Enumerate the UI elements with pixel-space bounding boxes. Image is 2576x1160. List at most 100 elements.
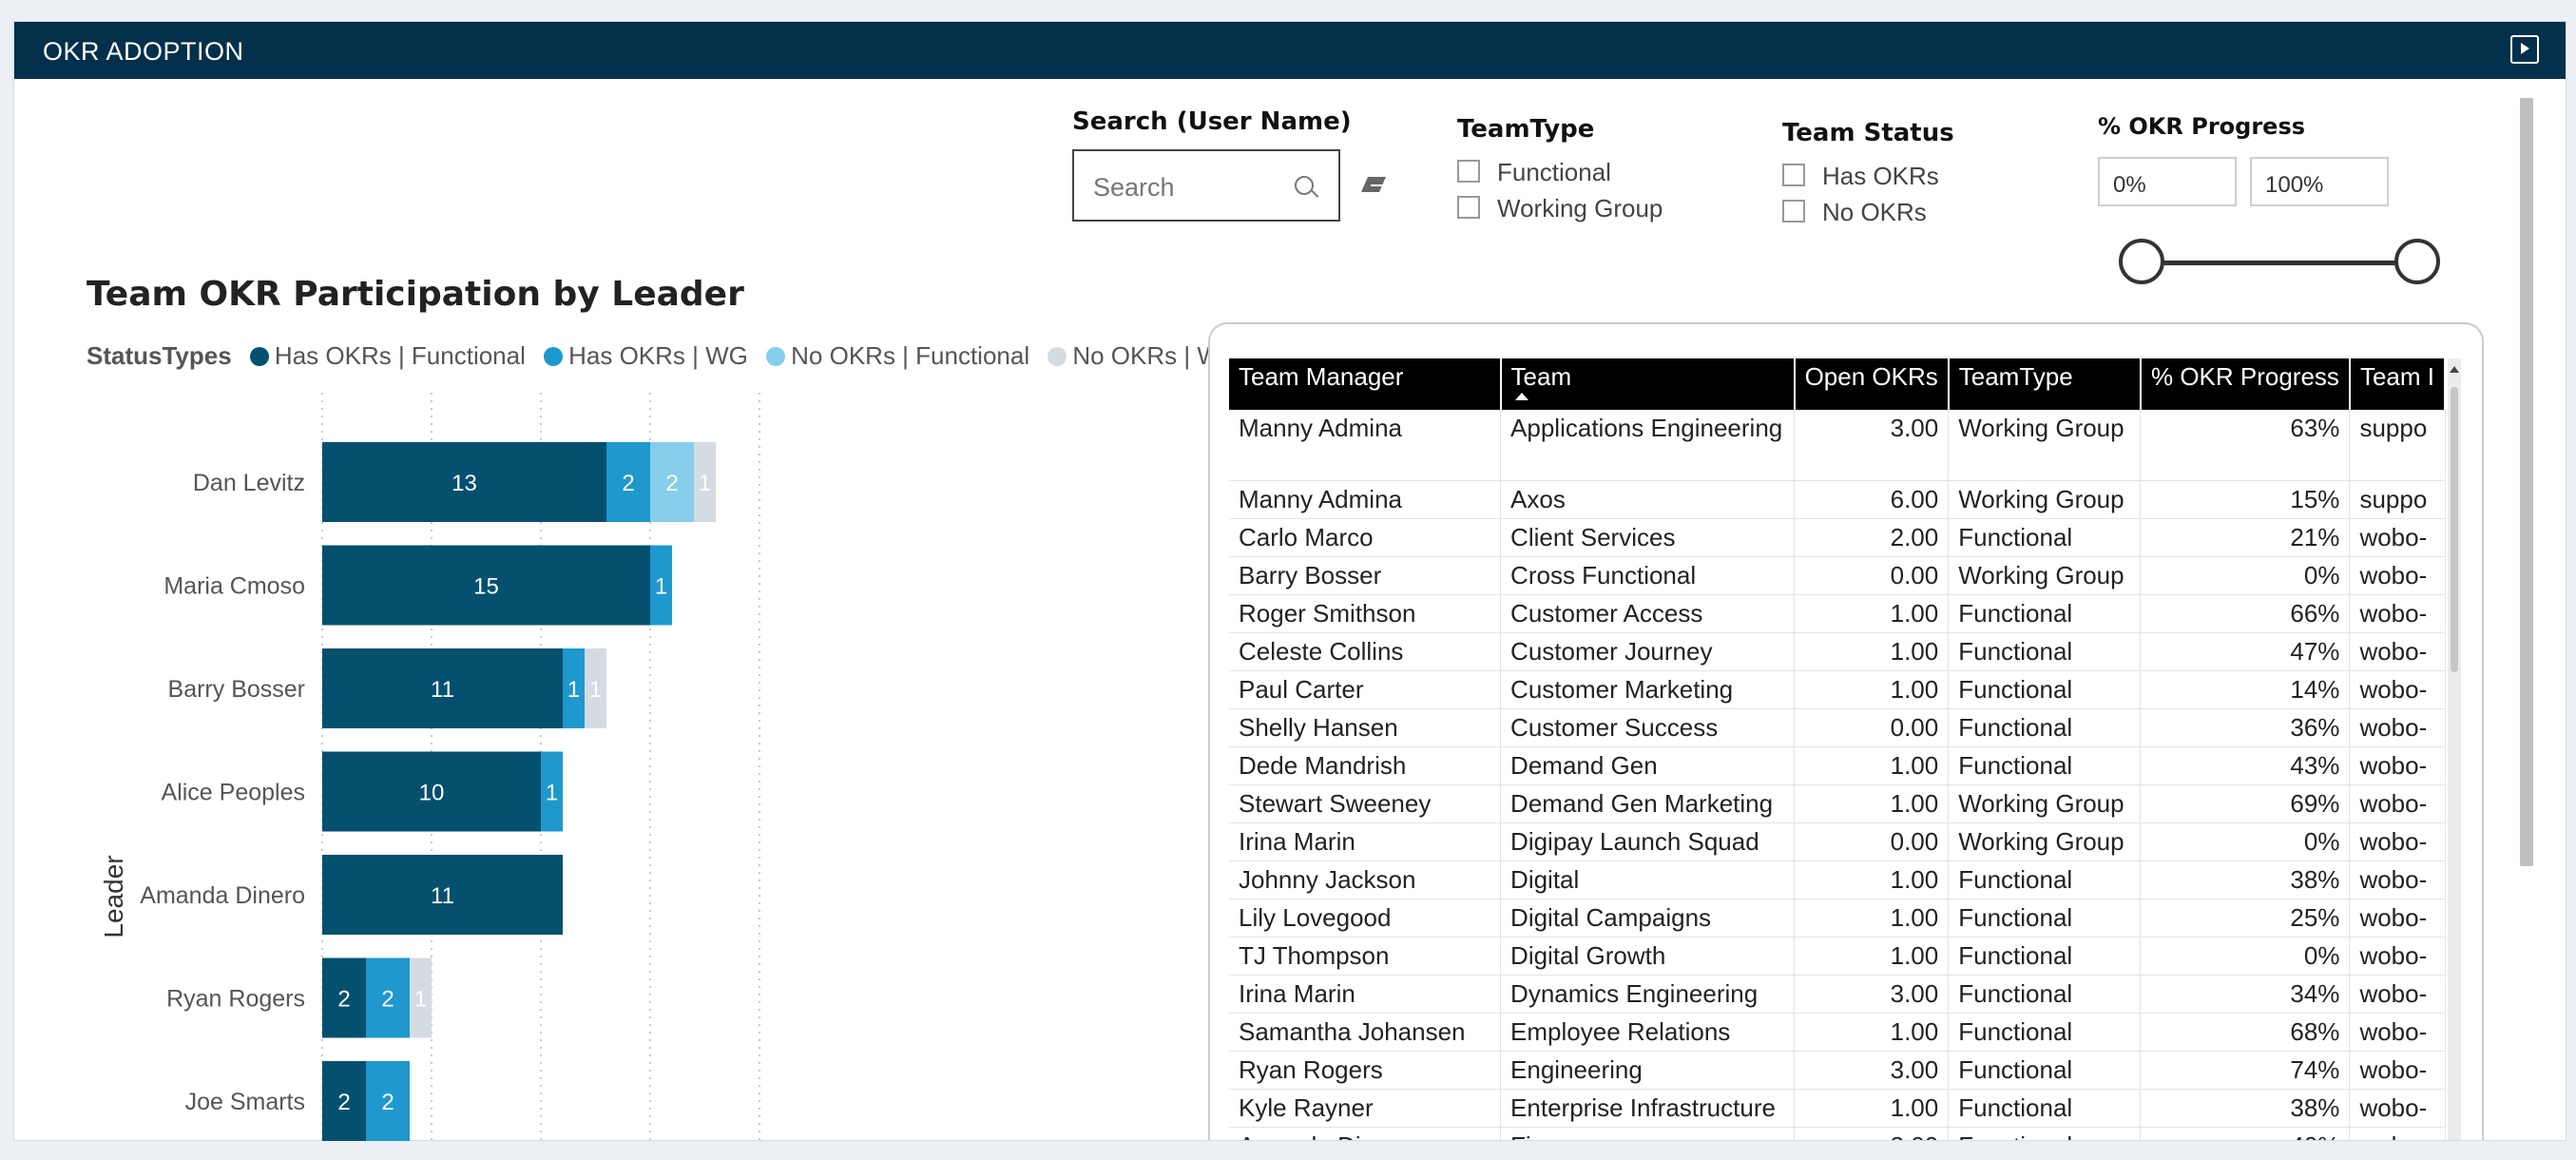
table-row[interactable]: Roger Smithson Customer Access 1.00 Functio… [1229, 594, 2446, 633]
table-row[interactable]: Irina Marin Digipay Launch Squad 0.00 Worki… [1229, 822, 2446, 861]
legend-item-has-okrs-wg[interactable]: Has OKRs | WG [544, 341, 748, 371]
column-header-open-okrs[interactable]: Open OKRs [1794, 358, 1950, 410]
bar-segment[interactable] [606, 442, 650, 522]
bar-segment[interactable] [541, 751, 563, 832]
y-tick-label: Alice Peoples [162, 780, 305, 806]
table-row[interactable]: Dede Mandrish Demand Gen 1.00 Functional 43%… [1229, 746, 2446, 785]
cell-team: Employee Relations [1500, 1013, 1796, 1052]
cell-team-i: wobo- [2349, 632, 2446, 671]
table-row[interactable]: Samantha Johansen Employee Relations 1.00 F… [1229, 1013, 2446, 1052]
page-scrollbar[interactable] [2520, 98, 2533, 866]
table-row[interactable]: Johnny Jackson Digital 1.00 Functional 38% wo… [1229, 860, 2446, 899]
cell-open-okrs: 1.00 [1794, 632, 1950, 671]
bar-segment[interactable] [366, 957, 410, 1038]
slider-min-handle[interactable] [2119, 239, 2164, 284]
bar-segment[interactable] [650, 545, 672, 626]
table-scrollbar[interactable] [2448, 358, 2461, 1140]
column-header-team[interactable]: Team [1500, 358, 1796, 410]
cell-team-i: wobo- [2349, 708, 2446, 747]
bar-segment[interactable] [322, 855, 563, 935]
legend-item-no-okrs-functional[interactable]: No OKRs | Functional [766, 341, 1029, 371]
cell-open-okrs: 1.00 [1794, 670, 1950, 709]
table-row[interactable]: Amanda DineroFinance3.00Functional40%wob… [1229, 1127, 2446, 1140]
bar-segment[interactable] [585, 648, 606, 728]
checkbox[interactable] [1457, 160, 1480, 183]
focus-mode-icon[interactable] [2510, 35, 2539, 64]
table-row[interactable]: Carlo Marco Client Services 2.00 Functional… [1229, 518, 2446, 557]
cell-team: Demand Gen [1500, 746, 1796, 785]
table-row[interactable]: Lily Lovegood Digital Campaigns 1.00 Functi… [1229, 899, 2446, 938]
teamtype-slicer-title: TeamType [1457, 115, 1595, 144]
report-title: OKR ADOPTION [43, 37, 244, 66]
cell-teamtype: Working Group [1948, 556, 2142, 595]
cell-team-i: suppo [2349, 480, 2446, 519]
cell-okr-progress: 74% [2140, 1051, 2351, 1090]
column-header-team-i[interactable]: Team I [2349, 358, 2446, 410]
okr-progress-min-input[interactable]: 0% [2098, 157, 2237, 206]
bar-data-label: 2 [381, 1090, 394, 1115]
cell-team: Client Services [1500, 518, 1796, 557]
cell-team: Axos [1500, 480, 1796, 519]
bar-segment[interactable] [322, 1061, 366, 1141]
bar-segment[interactable] [563, 648, 585, 728]
cell-teamtype: Functional [1948, 975, 2142, 1014]
bar-segment[interactable] [322, 751, 541, 832]
cell-okr-progress: 66% [2140, 594, 2351, 633]
table-row[interactable]: TJ Thompson Digital Growth 1.00 Functional 0… [1229, 937, 2446, 976]
bar-segment[interactable] [366, 1061, 410, 1141]
column-header-teamtype[interactable]: TeamType [1948, 358, 2142, 410]
scroll-up-icon[interactable] [2450, 366, 2459, 373]
search-box[interactable] [1072, 149, 1340, 222]
legend-item-has-okrs-functional[interactable]: Has OKRs | Functional [249, 341, 526, 371]
cell-team-i: wobo- [2349, 784, 2446, 823]
search-input[interactable] [1093, 170, 1283, 204]
table-row[interactable]: Stewart Sweeney Demand Gen Marketing 1.00 W… [1229, 784, 2446, 823]
table-row[interactable]: Barry Bosser Cross Functional 0.00 Working … [1229, 556, 2446, 595]
cell-open-okrs: 1.00 [1794, 746, 1950, 785]
checkbox[interactable] [1457, 196, 1480, 219]
okr-progress-range-slider[interactable] [2119, 239, 2440, 288]
table-row[interactable]: Kyle Rayner Enterprise Infrastructure 1.00… [1229, 1089, 2446, 1128]
bar-segment[interactable] [650, 442, 694, 522]
cell-team: Cross Functional [1500, 556, 1796, 595]
cell-teamtype: Functional [1948, 1013, 2142, 1052]
chart-title: Team OKR Participation by Leader [87, 275, 744, 314]
cell-team-manager: Amanda Dinero [1229, 1127, 1502, 1140]
y-axis-label: Leader [99, 855, 128, 938]
table-row[interactable]: Irina Marin Dynamics Engineering 3.00 Funct… [1229, 975, 2446, 1014]
checkbox[interactable] [1782, 200, 1805, 222]
bar-segment[interactable] [322, 545, 650, 626]
clear-selections-icon[interactable] [1360, 176, 1387, 193]
bar-segment[interactable] [322, 957, 366, 1038]
bar-segment[interactable] [322, 442, 606, 522]
table-row[interactable]: Shelly Hansen Customer Success 0.00 Functio… [1229, 708, 2446, 747]
table-row[interactable]: Ryan Rogers Engineering 3.00 Functional 74% w… [1229, 1051, 2446, 1090]
column-header-okr-progress[interactable]: % OKR Progress [2140, 358, 2351, 410]
cell-okr-progress: 38% [2140, 1089, 2351, 1128]
cell-team-i: wobo- [2349, 670, 2446, 709]
y-tick-label: Barry Bosser [168, 676, 305, 703]
cell-okr-progress: 21% [2140, 518, 2351, 557]
table-row[interactable]: Paul Carter Customer Marketing 1.00 Functio… [1229, 670, 2446, 709]
table-row[interactable]: Manny Admina Axos 6.00 Working Group 15% supp… [1229, 480, 2446, 519]
bar-data-label: 2 [665, 471, 678, 496]
bar-segment[interactable] [410, 957, 432, 1038]
table-row[interactable]: Manny Admina Applications Engineering 3.00… [1229, 410, 2446, 481]
table-row[interactable]: Celeste Collins Customer Journey 1.00 Funct… [1229, 632, 2446, 671]
cell-okr-progress: 15% [2140, 480, 2351, 519]
cell-teamtype: Functional [1948, 1127, 2142, 1140]
bar-segment[interactable] [694, 442, 716, 522]
bar-segment[interactable] [322, 648, 563, 728]
cell-open-okrs: 1.00 [1794, 594, 1950, 633]
okr-progress-max-input[interactable]: 100% [2250, 157, 2389, 206]
search-icon [1295, 176, 1314, 195]
checkbox[interactable] [1782, 164, 1805, 186]
cell-open-okrs: 0.00 [1794, 708, 1950, 747]
column-header-team-manager[interactable]: Team Manager [1229, 358, 1502, 410]
bar-data-label: 13 [452, 471, 477, 496]
scrollbar-thumb[interactable] [2451, 387, 2458, 672]
cell-team-manager: Irina Marin [1229, 975, 1502, 1014]
y-tick-label: Amanda Dinero [140, 882, 305, 909]
cell-okr-progress: 47% [2140, 632, 2351, 671]
slider-max-handle[interactable] [2394, 239, 2440, 284]
